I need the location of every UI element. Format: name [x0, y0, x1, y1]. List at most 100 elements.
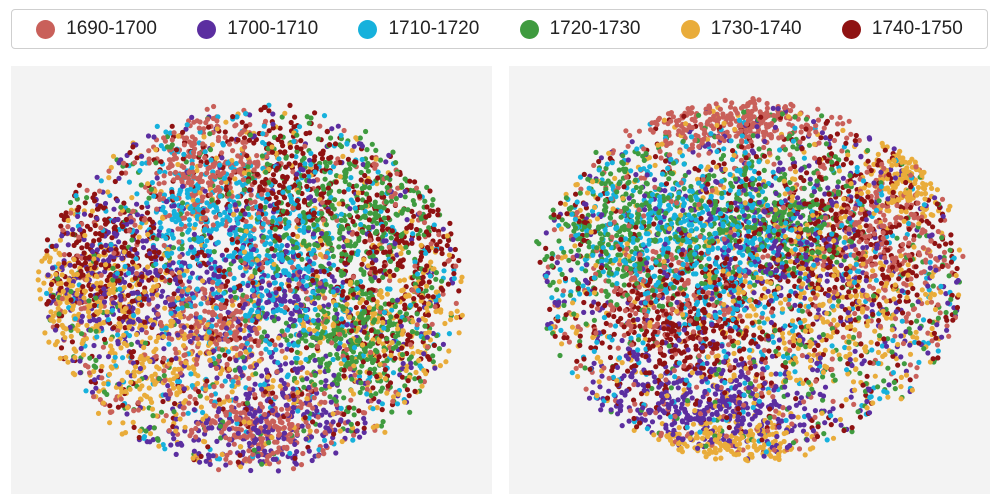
scatter-point	[213, 205, 219, 211]
scatter-point	[262, 118, 269, 124]
scatter-point	[197, 350, 203, 356]
scatter-point	[151, 134, 157, 140]
scatter-point	[233, 395, 239, 401]
scatter-point	[310, 318, 316, 324]
scatter-point	[107, 409, 114, 415]
scatter-point	[423, 288, 429, 294]
legend-label: 1710-1720	[388, 18, 480, 39]
scatter-point	[280, 257, 286, 263]
scatter-point	[214, 375, 220, 381]
scatter-point	[327, 169, 333, 175]
scatter-point	[183, 360, 189, 366]
scatter-point	[350, 437, 356, 443]
scatter-point	[216, 406, 222, 412]
scatter-point	[76, 234, 82, 240]
scatter-point	[156, 181, 162, 187]
scatter-point	[176, 384, 182, 391]
scatter-point	[264, 458, 270, 464]
scatter-point	[311, 328, 317, 334]
scatter-point	[161, 334, 167, 340]
scatter-point	[262, 448, 268, 454]
scatter-point	[170, 245, 177, 251]
scatter-point	[197, 459, 203, 465]
scatter-point	[147, 439, 153, 445]
scatter-point	[459, 312, 465, 318]
scatter-point	[173, 451, 179, 457]
scatter-point	[205, 444, 211, 450]
scatter-point	[196, 341, 202, 347]
scatter-point	[185, 250, 191, 256]
scatter-point	[424, 244, 431, 251]
scatter-point	[353, 359, 359, 365]
scatter-point	[226, 426, 232, 432]
scatter-point	[253, 371, 259, 377]
scatter-point	[405, 249, 412, 255]
scatter-point	[413, 302, 419, 308]
scatter-point	[289, 360, 295, 366]
scatter-point	[158, 225, 164, 231]
scatter-point	[261, 381, 267, 387]
scatter-point	[321, 186, 327, 192]
scatter-point	[254, 153, 260, 159]
scatter-point	[372, 274, 378, 280]
scatter-point	[231, 275, 237, 281]
scatter-point	[234, 239, 241, 245]
scatter-point	[308, 150, 314, 156]
scatter-point	[360, 291, 366, 297]
scatter-point	[274, 369, 280, 375]
scatter-point	[195, 176, 201, 182]
scatter-point	[213, 155, 219, 161]
scatter-point	[270, 172, 277, 178]
scatter-point	[191, 149, 197, 155]
scatter-point	[35, 277, 41, 283]
scatter-point	[281, 270, 287, 276]
scatter-point	[359, 185, 365, 191]
scatter-point	[46, 339, 52, 345]
scatter-point	[299, 377, 306, 383]
scatter-point	[95, 410, 102, 416]
scatter-point	[93, 295, 99, 301]
scatter-point	[417, 363, 423, 369]
scatter-point	[241, 187, 247, 193]
scatter-point	[287, 450, 293, 456]
scatter-point	[244, 153, 250, 159]
scatter-point	[177, 254, 183, 260]
scatter-point	[219, 150, 225, 156]
scatter-point	[169, 137, 175, 143]
scatter-point	[267, 229, 273, 235]
scatter-point	[216, 353, 222, 359]
scatter-point	[384, 336, 390, 342]
scatter-point	[128, 349, 134, 356]
scatter-point	[315, 226, 321, 233]
scatter-point	[211, 348, 217, 354]
scatter-point	[136, 234, 142, 240]
scatter-point	[110, 265, 116, 271]
scatter-point	[241, 419, 247, 425]
scatter-point	[312, 110, 318, 116]
scatter-point	[331, 262, 337, 268]
scatter-point	[279, 420, 285, 426]
scatter-point	[101, 389, 108, 395]
scatter-point	[348, 279, 354, 285]
scatter-point	[346, 314, 352, 320]
scatter-point	[278, 342, 284, 348]
scatter-point	[407, 302, 414, 308]
scatter-point	[134, 191, 140, 197]
scatter-point	[214, 413, 220, 419]
scatter-point	[105, 189, 111, 195]
scatter-point	[122, 263, 128, 270]
legend-item-1720-1730: 1720-1730	[519, 18, 640, 40]
scatter-point	[139, 327, 145, 333]
scatter-point	[321, 391, 327, 397]
scatter-point	[402, 399, 408, 405]
scatter-point	[144, 200, 150, 206]
scatter-point	[427, 273, 433, 279]
scatter-point	[134, 264, 140, 270]
scatter-point	[221, 274, 227, 280]
scatter-point	[215, 239, 221, 245]
scatter-point	[247, 233, 254, 239]
scatter-point	[328, 135, 334, 141]
scatter-point	[286, 277, 292, 283]
legend-label: 1690-1700	[66, 18, 158, 39]
scatter-point	[129, 195, 135, 201]
